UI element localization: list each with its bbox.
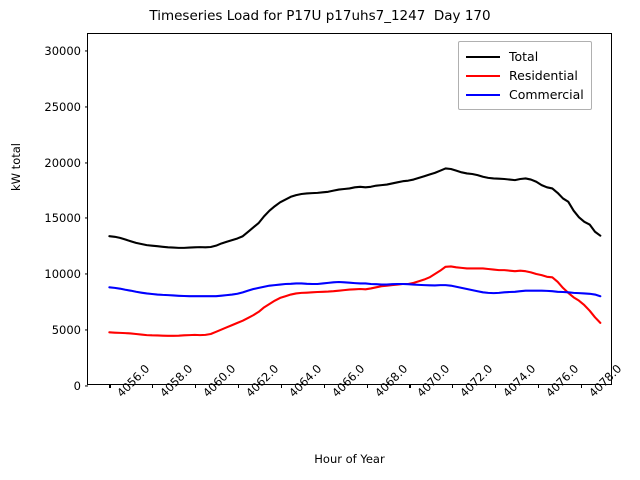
x-tick-mark (366, 384, 368, 388)
y-tick-label: 20000 (44, 155, 81, 170)
x-tick-mark (109, 384, 111, 388)
y-tick-mark (84, 329, 88, 331)
x-tick-label: 4076.0 (543, 361, 582, 400)
x-tick-mark (452, 384, 454, 388)
legend-item-commercial: Commercial (466, 85, 584, 104)
y-axis-label: kW total (9, 143, 23, 191)
legend-label-residential: Residential (509, 68, 578, 83)
x-tick-mark (280, 384, 282, 388)
x-axis-label: Hour of Year (314, 452, 385, 466)
y-tick-mark (84, 106, 88, 108)
x-tick-label: 4064.0 (285, 361, 325, 400)
legend-swatch-residential (466, 74, 500, 77)
legend-item-residential: Residential (466, 66, 584, 85)
chart-title: Timeseries Load for P17U p17uhs7_1247 Da… (149, 8, 491, 24)
y-tick-mark (84, 50, 88, 52)
x-tick-mark (580, 384, 582, 388)
x-tick-mark (409, 384, 411, 388)
legend-item-total: Total (466, 47, 584, 66)
y-tick-label: 10000 (44, 267, 81, 282)
x-tick-label: 4058.0 (157, 361, 196, 400)
x-tick-label: 4062.0 (243, 361, 282, 400)
x-tick-label: 4078.0 (585, 361, 625, 400)
x-tick-mark (495, 384, 497, 388)
x-tick-label: 4072.0 (457, 361, 496, 400)
x-tick-label: 4068.0 (371, 361, 410, 400)
x-tick-label: 4074.0 (500, 361, 539, 400)
series-line-total (108, 167, 602, 249)
y-tick-mark (84, 385, 88, 387)
y-tick-mark (84, 273, 88, 275)
x-tick-mark (538, 384, 540, 388)
x-tick-mark (323, 384, 325, 388)
y-tick-mark (84, 161, 88, 164)
y-tick-label: 5000 (51, 323, 81, 338)
x-tick-label: 4066.0 (328, 361, 368, 400)
legend-label-total: Total (509, 49, 539, 64)
x-tick-mark (238, 384, 240, 388)
y-tick-mark (84, 217, 88, 219)
x-tick-label: 4070.0 (414, 361, 453, 400)
y-tick-label: 0 (73, 379, 81, 393)
x-tick-mark (195, 384, 197, 388)
data-lines (108, 167, 602, 337)
legend: Total Residential Commercial (458, 41, 592, 110)
legend-swatch-commercial (466, 93, 500, 96)
legend-swatch-total (466, 55, 500, 58)
y-tick-label: 30000 (44, 43, 81, 58)
y-tick-label: 25000 (44, 99, 81, 114)
legend-label-commercial: Commercial (509, 87, 584, 102)
x-tick-label: 4056.0 (114, 361, 153, 400)
x-tick-mark (152, 384, 154, 388)
x-tick-label: 4060.0 (200, 361, 239, 400)
y-tick-label: 15000 (44, 211, 81, 226)
series-line-residential (108, 265, 602, 337)
series-line-commercial (108, 280, 602, 298)
